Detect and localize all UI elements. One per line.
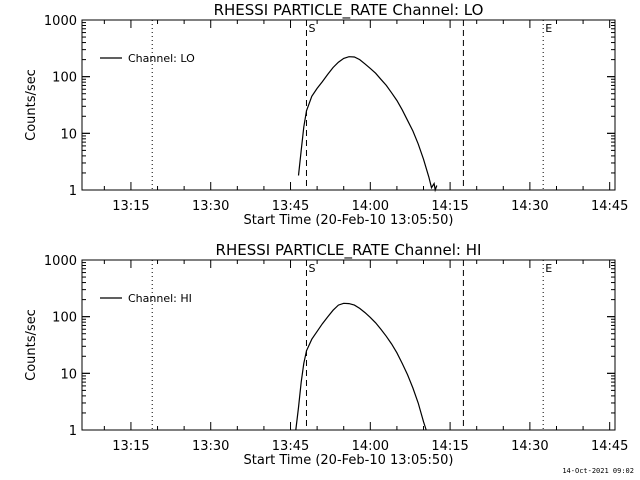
y-tick-label: 1000	[44, 254, 77, 269]
y-tick-label: 100	[52, 311, 77, 326]
x-tick-label: 14:45	[591, 199, 628, 214]
marker-label: E	[545, 22, 552, 35]
x-tick-label: 13:45	[272, 199, 309, 214]
chart-title: RHESSI PARTICLE_RATE Channel: LO	[214, 1, 484, 20]
legend-label: Channel: LO	[128, 52, 195, 65]
x-tick-label: 14:30	[511, 199, 548, 214]
series-line	[297, 56, 438, 193]
x-tick-label: 14:15	[431, 199, 468, 214]
x-tick-label: 14:00	[352, 439, 389, 454]
series-line	[295, 302, 427, 431]
marker-label: E	[545, 262, 552, 275]
y-tick-label: 1	[69, 184, 77, 199]
x-tick-label: 13:15	[112, 439, 149, 454]
y-tick-label: 10	[60, 127, 77, 142]
plot-frame	[81, 19, 616, 191]
x-tick-label: 14:15	[431, 439, 468, 454]
chart-panel-1: RHESSI PARTICLE_RATE Channel: LO 13:15 13:…	[24, 1, 628, 228]
x-tick-label: 14:00	[352, 199, 389, 214]
marker-label: S	[308, 22, 315, 35]
plot-frame	[81, 259, 616, 431]
x-tick-label: 13:15	[112, 199, 149, 214]
y-tick-label: 10	[60, 367, 77, 382]
plot-timestamp: 14-Oct-2021 09:02	[562, 467, 634, 475]
x-tick-label: 13:30	[192, 199, 229, 214]
x-axis-label: Start Time (20-Feb-10 13:05:50)	[244, 453, 454, 468]
chart-panel-2: RHESSI PARTICLE_RATE Channel: HI 13:15 13:…	[24, 241, 628, 468]
y-axis-label: Counts/sec	[24, 309, 39, 381]
y-tick-label: 100	[52, 71, 77, 86]
y-tick-label: 1000	[44, 14, 77, 29]
y-tick-label: 1	[69, 424, 77, 439]
x-tick-label: 13:30	[192, 439, 229, 454]
legend-label: Channel: HI	[128, 292, 192, 305]
y-axis-label: Counts/sec	[24, 69, 39, 141]
x-tick-label: 13:45	[272, 439, 309, 454]
marker-label: S	[308, 262, 315, 275]
x-tick-label: 14:45	[591, 439, 628, 454]
x-axis-label: Start Time (20-Feb-10 13:05:50)	[244, 213, 454, 228]
chart-title: RHESSI PARTICLE_RATE Channel: HI	[216, 241, 482, 260]
x-tick-label: 14:30	[511, 439, 548, 454]
